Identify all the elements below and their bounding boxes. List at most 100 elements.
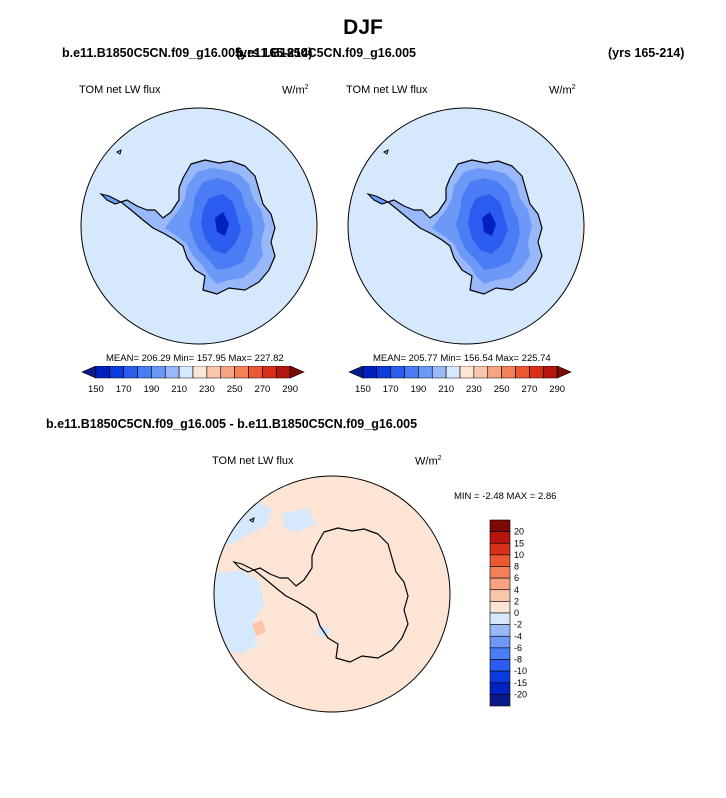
map-border (80, 107, 318, 345)
panel-1-units: W/m2 (282, 84, 309, 97)
colorbar-box (445, 366, 461, 379)
colorbar-tick-label: 0 (514, 608, 519, 618)
colorbar-box (487, 366, 502, 379)
colorbar-box (489, 542, 511, 556)
colorbar-box (489, 694, 511, 707)
colorbar-tick-label: 270 (254, 384, 270, 395)
colorbar-tick-label: 4 (514, 585, 519, 595)
colorbar-tick-label: -6 (514, 643, 522, 653)
colorbar-tick-label: 15 (514, 538, 524, 548)
colorbar-tick-label: 270 (521, 384, 537, 395)
negative-patch-3 (214, 570, 264, 654)
panel-2-stats: MEAN= 205.77 Min= 156.54 Max= 225.74 (373, 353, 551, 364)
colorbar-box (489, 670, 511, 684)
colorbar-tick-label: 150 (355, 384, 371, 395)
colorbar-box (109, 366, 124, 379)
case-name-right: b.e11.B1850C5CN.f09_g16.005 (236, 46, 416, 60)
colorbar-tick-label: 10 (514, 550, 524, 560)
colorbar-box (137, 366, 152, 379)
colorbar-box (489, 531, 511, 544)
colorbar-box (501, 366, 516, 379)
colorbar-box (489, 682, 511, 695)
panel-1-variable: TOM net LW flux (79, 84, 161, 96)
colorbar-tick-label: 250 (227, 384, 243, 395)
contour-level-160 (482, 212, 496, 236)
colorbar-tick-label: 230 (466, 384, 482, 395)
colorbar-tick-label: -4 (514, 631, 522, 641)
colorbar-tick-label: 210 (171, 384, 187, 395)
contour-level-160 (215, 212, 229, 236)
panel-3-variable: TOM net LW flux (212, 455, 294, 467)
antarctica-coastline (387, 159, 543, 295)
colorbar-tick-label: -10 (514, 666, 527, 676)
island-coastline (116, 149, 122, 155)
colorbar-tick-label: -20 (514, 689, 527, 699)
colorbar-tick-label: 190 (410, 384, 426, 395)
panel-3-stats: MIN = -2.48 MAX = 2.86 (454, 491, 557, 502)
island-coastline (383, 149, 389, 155)
colorbar-box (362, 366, 378, 379)
colorbar-panel-1: 150 170 190 210 230 250 270 290 (81, 366, 305, 395)
colorbar-tick-label: 250 (494, 384, 510, 395)
years-left: (yrs 165-214) (236, 46, 313, 60)
colorbar-box (489, 566, 511, 579)
colorbar-tick-label: 170 (116, 384, 132, 395)
antarctica-coastline (120, 159, 276, 295)
colorbar-box (234, 366, 249, 379)
peninsula-coastline (99, 192, 123, 205)
peninsula-coastline (366, 192, 390, 205)
colorbar-box (431, 366, 447, 379)
colorbar-box (489, 659, 511, 672)
map-border (347, 107, 585, 345)
colorbar-box (489, 635, 511, 649)
colorbar-box (151, 366, 166, 379)
colorbar-box (390, 366, 405, 379)
colorbar-box (489, 612, 511, 625)
difference-title: b.e11.B1850C5CN.f09_g16.005 - b.e11.B185… (46, 417, 418, 431)
colorbar-box (489, 624, 511, 637)
colorbar-tick-label: 170 (383, 384, 399, 395)
panel-2-units: W/m2 (549, 84, 576, 97)
colorbar-box (248, 366, 263, 379)
page-title: DJF (343, 16, 383, 39)
colorbar-box (489, 577, 511, 591)
colorbar-box (206, 366, 222, 379)
colorbar-box (348, 366, 364, 379)
panel-3-units: W/m2 (415, 455, 442, 468)
map-panel-1 (80, 107, 318, 345)
negative-patch-2 (282, 508, 316, 532)
colorbar-tick-label: 190 (143, 384, 159, 395)
colorbar-box (123, 366, 138, 379)
colorbar-tick-label: -2 (514, 620, 522, 630)
panel-2-variable: TOM net LW flux (346, 84, 428, 96)
colorbar-tick-label: 150 (88, 384, 104, 395)
colorbar-box (289, 366, 305, 379)
colorbar-box (81, 366, 97, 379)
colorbar-box (489, 601, 511, 614)
peninsula-contour (101, 194, 121, 204)
colorbar-box (473, 366, 489, 379)
map-border (213, 475, 451, 713)
colorbar-tick-label: 20 (514, 527, 524, 537)
peninsula-coastline (232, 560, 256, 573)
case-name-left: b.e11.B1850C5CN.f09_g16.005 (62, 46, 242, 60)
colorbar-tick-label: 6 (514, 573, 519, 583)
colorbar-tick-label: 2 (514, 596, 519, 606)
colorbar-box (459, 366, 475, 379)
colorbar-box (192, 366, 208, 379)
map-panel-2 (347, 107, 585, 345)
colorbar-box (489, 647, 511, 660)
colorbar-box (95, 366, 111, 379)
colorbar-box (164, 366, 180, 379)
colorbar-box (515, 366, 530, 379)
colorbar-box (489, 589, 511, 602)
colorbar-tick-label: 290 (549, 384, 565, 395)
colorbar-box (376, 366, 391, 379)
island-coastline (249, 517, 255, 523)
colorbar-tick-label: -15 (514, 678, 527, 688)
colorbar-tick-label: 230 (199, 384, 215, 395)
colorbar-box (489, 554, 511, 567)
colorbar-box (220, 366, 235, 379)
panel-1-stats: MEAN= 206.29 Min= 157.95 Max= 227.82 (106, 353, 284, 364)
